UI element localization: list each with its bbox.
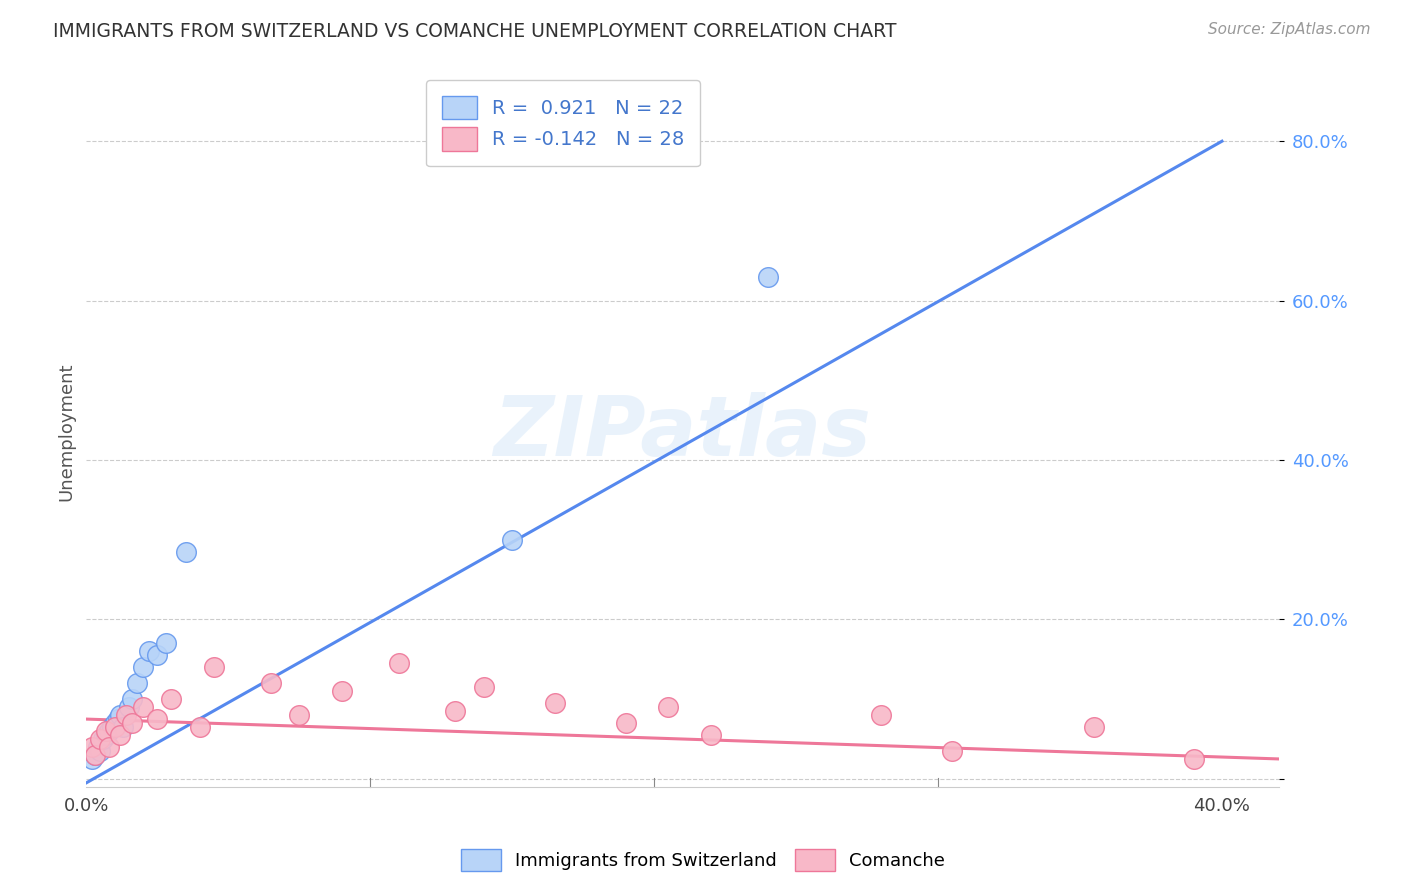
Text: ZIPatlas: ZIPatlas: [494, 392, 872, 473]
Point: [83, 747, 105, 762]
Point: [444, 704, 467, 718]
Text: IMMIGRANTS FROM SWITZERLAND VS COMANCHE UNEMPLOYMENT CORRELATION CHART: IMMIGRANTS FROM SWITZERLAND VS COMANCHE …: [53, 22, 897, 41]
Point: [91, 731, 114, 746]
Point: [188, 720, 211, 734]
Point: [112, 720, 135, 734]
Point: [941, 744, 963, 758]
Point: [138, 644, 160, 658]
Point: [1083, 720, 1105, 734]
Point: [388, 657, 411, 671]
Point: [98, 739, 121, 754]
Point: [160, 692, 183, 706]
Point: [288, 708, 311, 723]
Point: [544, 696, 567, 710]
Point: [132, 700, 155, 714]
Point: [121, 716, 143, 731]
Y-axis label: Unemployment: Unemployment: [58, 363, 75, 501]
Point: [86, 739, 108, 754]
Point: [98, 724, 121, 739]
Point: [330, 684, 353, 698]
Point: [146, 712, 169, 726]
Point: [110, 708, 132, 723]
Legend: Immigrants from Switzerland, Comanche: Immigrants from Switzerland, Comanche: [454, 842, 952, 879]
Point: [700, 728, 723, 742]
Point: [115, 708, 138, 723]
Point: [174, 544, 197, 558]
Point: [101, 720, 124, 734]
Point: [104, 716, 127, 731]
Point: [110, 728, 132, 742]
Point: [132, 660, 155, 674]
Point: [202, 660, 225, 674]
Point: [89, 731, 111, 746]
Point: [756, 269, 779, 284]
Point: [118, 700, 141, 714]
Point: [96, 728, 118, 742]
Point: [870, 708, 893, 723]
Text: Source: ZipAtlas.com: Source: ZipAtlas.com: [1208, 22, 1371, 37]
Point: [501, 533, 523, 547]
Point: [121, 692, 143, 706]
Point: [146, 648, 169, 663]
Point: [83, 747, 105, 762]
Point: [127, 676, 149, 690]
Point: [614, 716, 637, 731]
Point: [80, 739, 103, 754]
Point: [104, 720, 127, 734]
Point: [107, 712, 129, 726]
Point: [1182, 752, 1205, 766]
Point: [155, 636, 177, 650]
Point: [260, 676, 283, 690]
Point: [96, 724, 118, 739]
Point: [80, 752, 103, 766]
Point: [472, 680, 495, 694]
Point: [89, 744, 111, 758]
Point: [657, 700, 679, 714]
Legend: R =  0.921   N = 22, R = -0.142   N = 28: R = 0.921 N = 22, R = -0.142 N = 28: [426, 80, 700, 167]
